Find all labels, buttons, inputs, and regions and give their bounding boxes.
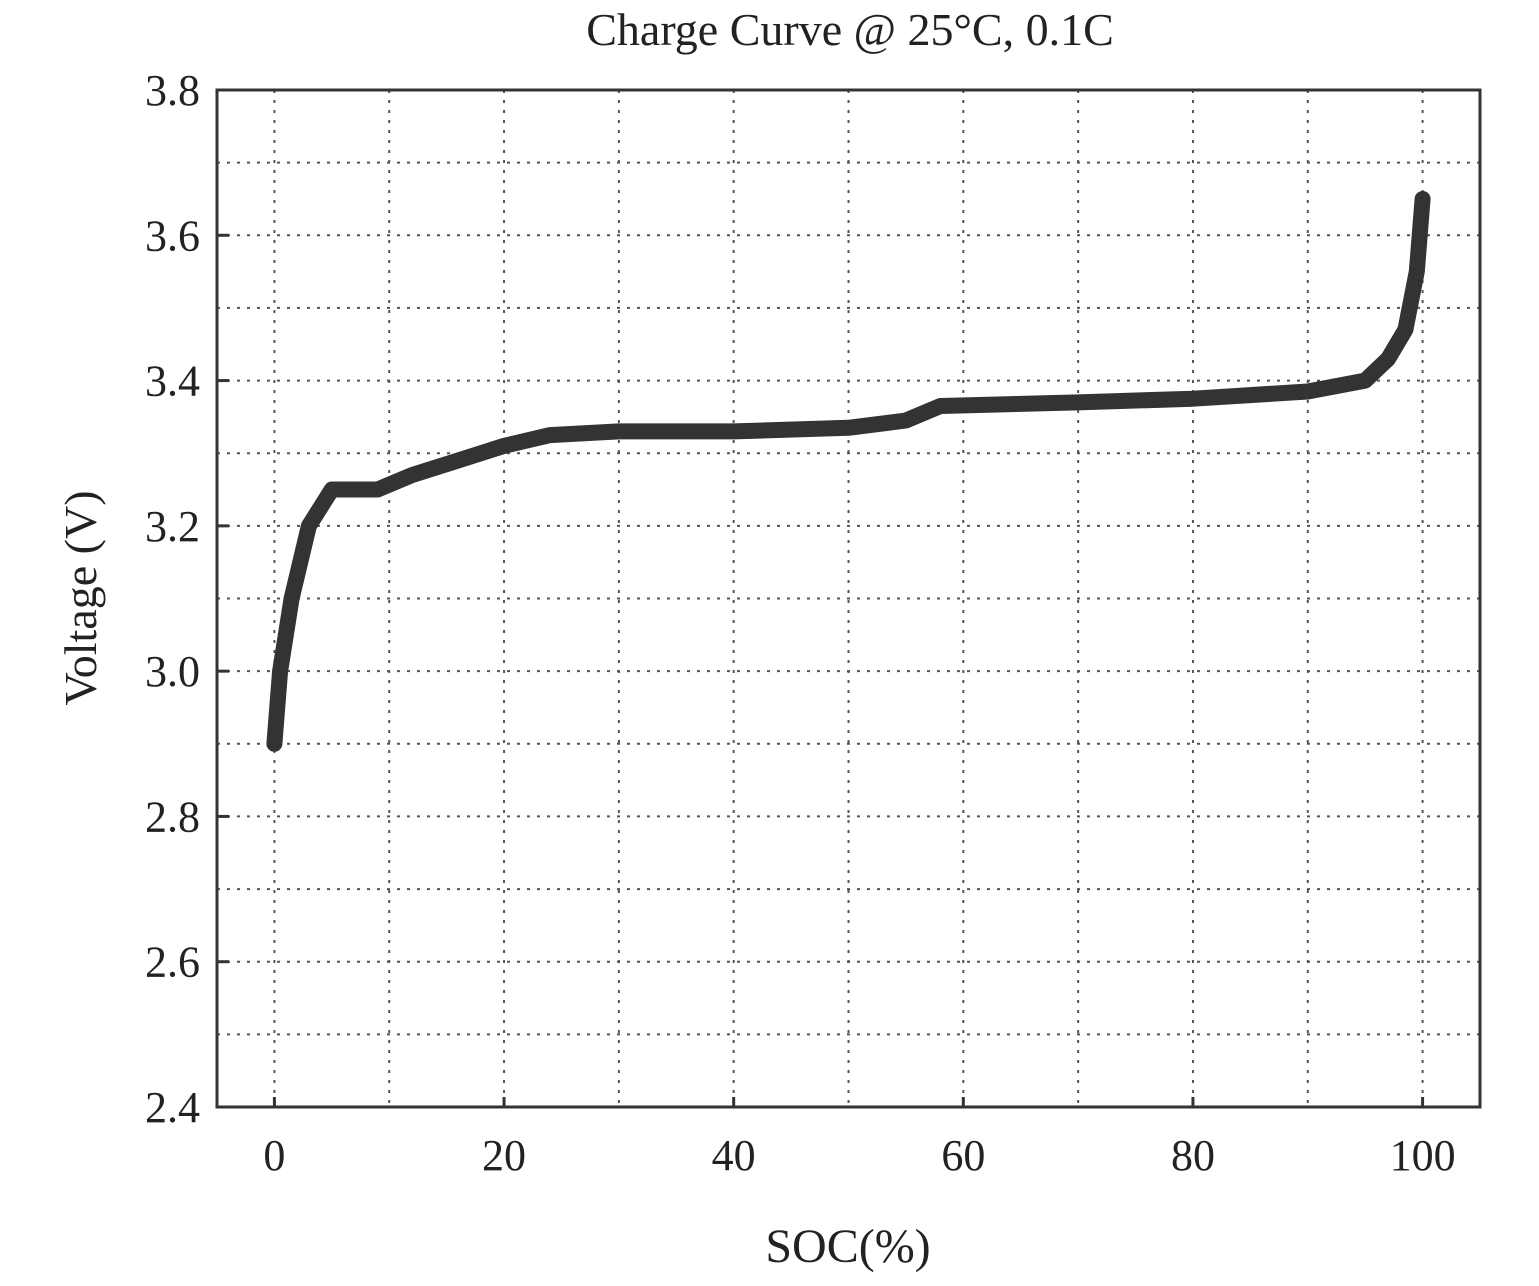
chart-title: Charge Curve @ 25°C, 0.1C: [586, 4, 1114, 55]
y-tick-label: 3.4: [145, 357, 200, 406]
charge-curve-chart: Charge Curve @ 25°C, 0.1C 0 20 40 60 80 100 2.…: [0, 0, 1539, 1286]
x-tick-label: 40: [712, 1131, 756, 1180]
y-axis-label: Voltage (V): [55, 490, 106, 705]
y-tick-label: 3.0: [145, 647, 200, 696]
x-tick-label: 0: [263, 1131, 285, 1180]
x-axis-label: SOC(%): [765, 1220, 930, 1273]
x-tick-label: 20: [482, 1131, 526, 1180]
x-tick-label: 80: [1171, 1131, 1215, 1180]
ticks: 0 20 40 60 80 100 2.4 2.6 2.8 3.0 3.2 3.4 3.6 3.8: [145, 66, 1456, 1180]
y-tick-label: 3.6: [145, 211, 200, 260]
y-tick-label: 2.4: [145, 1083, 200, 1132]
y-tick-label: 2.6: [145, 938, 200, 987]
y-tick-label: 3.8: [145, 66, 200, 115]
grid: [217, 90, 1480, 1107]
x-tick-label: 100: [1390, 1131, 1456, 1180]
y-tick-label: 3.2: [145, 502, 200, 551]
y-tick-label: 2.8: [145, 792, 200, 841]
x-tick-label: 60: [941, 1131, 985, 1180]
